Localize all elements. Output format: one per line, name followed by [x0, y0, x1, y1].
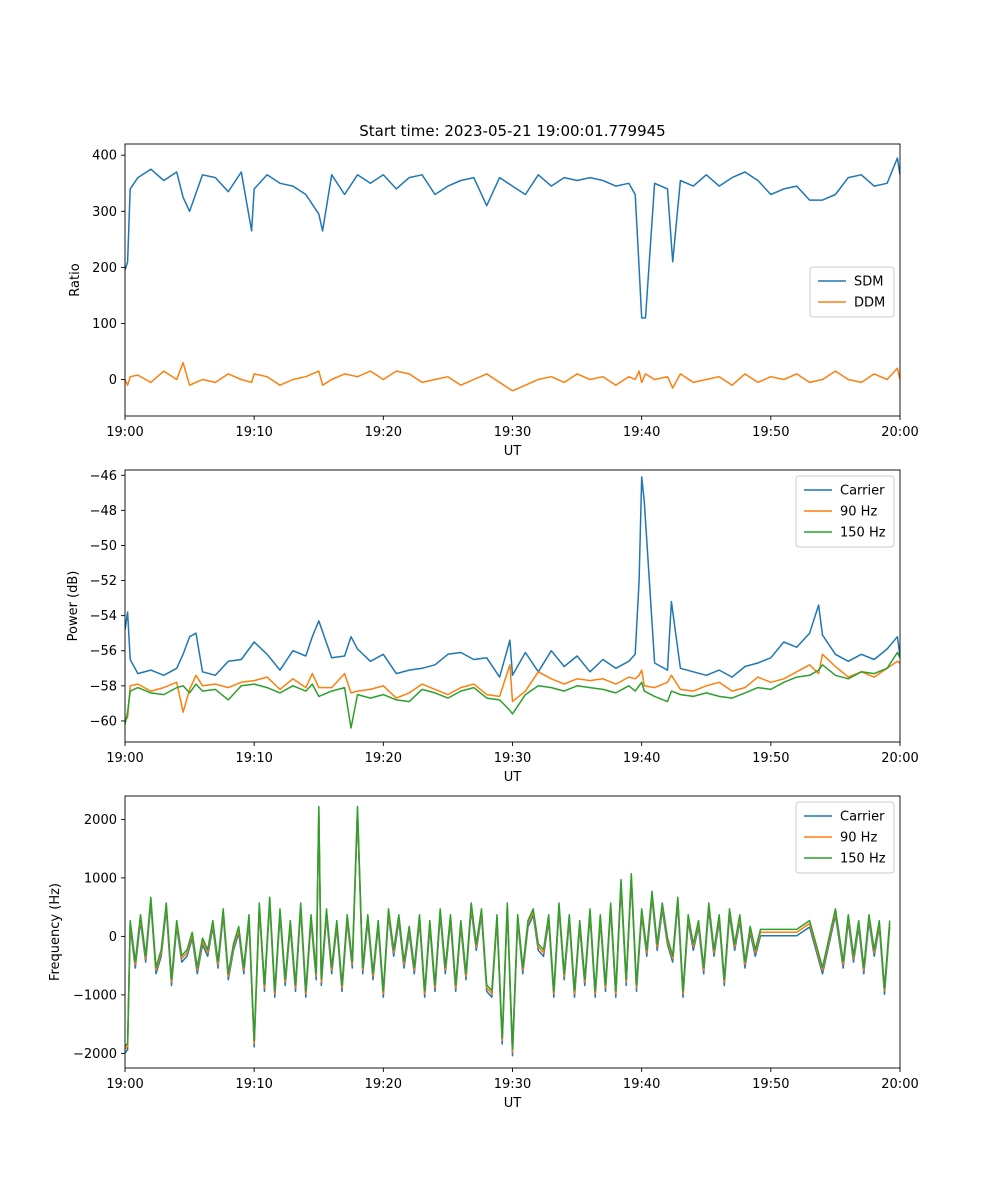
legend-label-90-hz: 90 Hz	[840, 505, 877, 520]
x-tick-label: 20:00	[881, 425, 918, 440]
series-line-150-hz	[125, 651, 900, 729]
x-tick-label: 19:20	[365, 1077, 402, 1092]
legend-label-carrier: Carrier	[840, 484, 885, 499]
y-tick-label: −48	[90, 504, 117, 519]
y-tick-label: −56	[90, 644, 117, 659]
y-tick-label: 100	[92, 317, 117, 332]
legend-label-90-hz: 90 Hz	[840, 831, 877, 846]
x-tick-label: 19:20	[365, 425, 402, 440]
y-tick-label: 300	[92, 205, 117, 220]
series-line-sdm	[125, 157, 900, 319]
legend-box	[795, 801, 895, 874]
x-tick-label: 19:30	[494, 751, 531, 766]
series-line-90-hz	[125, 653, 900, 722]
y-tick-label: −52	[90, 574, 117, 589]
plot-area	[125, 157, 900, 392]
x-tick-label: 19:30	[494, 425, 531, 440]
y-tick-label: −2000	[73, 1047, 117, 1062]
series-line-150-hz	[125, 805, 891, 1051]
y-tick-label: −58	[90, 679, 117, 694]
x-tick-label: 20:00	[881, 751, 918, 766]
legend: SDM DDM	[809, 266, 895, 318]
x-tick-label: 19:00	[106, 1077, 143, 1092]
x-tick-label: 19:00	[106, 751, 143, 766]
x-tick-label: 20:00	[881, 1077, 918, 1092]
x-tick-label: 19:20	[365, 751, 402, 766]
y-tick-label: 0	[109, 373, 117, 388]
panel-ratio: 19:00 19:10 19:20 19:30 19:40 19:50 20:00 0 100 2…	[68, 143, 919, 459]
y-tick-label: −46	[90, 469, 117, 484]
plot-area	[125, 805, 891, 1057]
panel-power: 19:00 19:10 19:20 19:30 19:40 19:50 20:00 −60 −5…	[66, 469, 919, 785]
legend-box	[795, 475, 895, 548]
y-tick-label: 2000	[84, 813, 117, 828]
y-tick-label: −60	[90, 714, 117, 729]
y-tick-label: 400	[92, 149, 117, 164]
legend: Carrier 90 Hz 150 Hz	[795, 475, 895, 548]
x-tick-label: 19:10	[235, 751, 272, 766]
x-tick-label: 19:40	[623, 425, 660, 440]
figure-title: Start time: 2023-05-21 19:00:01.779945	[359, 122, 665, 140]
x-axis-label: UT	[504, 770, 522, 785]
y-tick-label: 200	[92, 261, 117, 276]
legend-label-ddm: DDM	[854, 296, 885, 311]
x-tick-label: 19:40	[623, 751, 660, 766]
y-axis-label: Frequency (Hz)	[48, 883, 63, 981]
y-tick-label: 0	[109, 930, 117, 945]
panel-frequency: 19:00 19:10 19:20 19:30 19:40 19:50 20:00 −2000…	[48, 795, 919, 1111]
x-tick-label: 19:50	[752, 751, 789, 766]
x-tick-label: 19:00	[106, 425, 143, 440]
x-tick-label: 19:40	[623, 1077, 660, 1092]
y-tick-label: 1000	[84, 871, 117, 886]
x-tick-label: 19:10	[235, 1077, 272, 1092]
y-axis-label: Ratio	[68, 263, 83, 296]
x-tick-label: 19:50	[752, 425, 789, 440]
legend: Carrier 90 Hz 150 Hz	[795, 801, 895, 874]
legend-label-sdm: SDM	[854, 275, 883, 290]
plot-area	[125, 476, 900, 729]
y-tick-label: −50	[90, 539, 117, 554]
x-axis-label: UT	[504, 444, 522, 459]
legend-label-carrier: Carrier	[840, 810, 885, 825]
series-line-ddm	[125, 361, 900, 392]
y-axis-label: Power (dB)	[66, 571, 81, 642]
legend-label-150-hz: 150 Hz	[840, 526, 886, 541]
legend-box	[809, 266, 895, 318]
y-tick-label: −1000	[73, 988, 117, 1003]
y-tick-label: −54	[90, 609, 117, 624]
series-line-carrier	[125, 476, 900, 678]
x-tick-label: 19:30	[494, 1077, 531, 1092]
x-tick-label: 19:10	[235, 425, 272, 440]
x-axis-label: UT	[504, 1096, 522, 1111]
legend-label-150-hz: 150 Hz	[840, 852, 886, 867]
x-tick-label: 19:50	[752, 1077, 789, 1092]
